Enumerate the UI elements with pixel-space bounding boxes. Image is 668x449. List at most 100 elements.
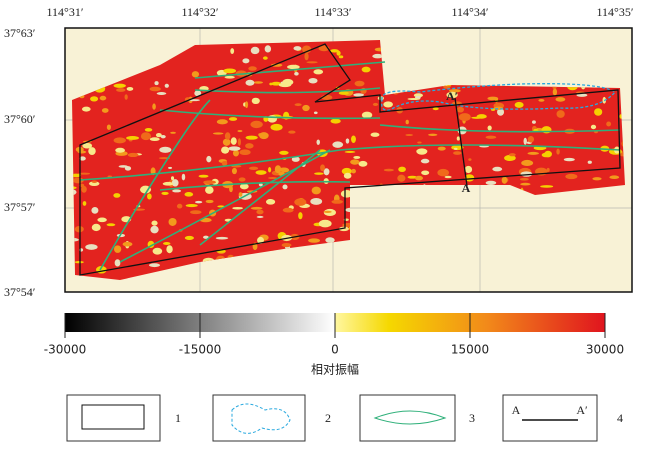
amplitude-patch xyxy=(270,124,282,131)
amplitude-patch xyxy=(232,207,243,209)
colorbar-tick-label: 30000 xyxy=(586,343,624,357)
amplitude-patch xyxy=(438,147,446,151)
amplitude-patch xyxy=(308,238,320,242)
amplitude-patch xyxy=(245,101,248,108)
amplitude-patch xyxy=(229,117,237,121)
amplitude-patch xyxy=(151,220,157,225)
amplitude-patch xyxy=(332,141,343,147)
amplitude-patch xyxy=(527,152,539,155)
amplitude-patch xyxy=(232,168,237,174)
amplitude-patch xyxy=(468,158,471,161)
amplitude-patch xyxy=(126,136,139,140)
amplitude-patch xyxy=(223,139,231,146)
amplitude-patch xyxy=(221,146,229,153)
amplitude-patch xyxy=(213,132,224,134)
amplitude-patch xyxy=(145,128,152,132)
amplitude-patch xyxy=(294,198,306,205)
amplitude-patch xyxy=(157,92,167,95)
amplitude-patch xyxy=(245,80,254,86)
amplitude-patch xyxy=(323,211,331,213)
amplitude-patch xyxy=(81,186,87,193)
figure: A′ A 相对振幅 A A′ 114°31′114°32′114°33′114°… xyxy=(0,0,668,444)
amplitude-patch xyxy=(114,137,126,143)
amplitude-patch xyxy=(346,138,350,143)
amplitude-patch xyxy=(319,220,332,228)
amplitude-patch xyxy=(384,169,394,172)
colorbar-tick-label: 0 xyxy=(331,343,339,357)
amplitude-patch xyxy=(509,153,516,156)
legend-number: 3 xyxy=(469,411,475,425)
amplitude-patch xyxy=(192,71,199,77)
amplitude-patch xyxy=(184,192,193,197)
page: {"map": { "lon_labels": ["114°31′", "114… xyxy=(0,0,668,449)
amplitude-patch xyxy=(125,94,128,99)
amplitude-patch xyxy=(471,117,483,119)
amplitude-patch xyxy=(279,83,292,87)
amplitude-patch xyxy=(149,263,160,267)
amplitude-patch xyxy=(406,120,409,125)
amplitude-patch xyxy=(314,172,324,175)
amplitude-patch xyxy=(161,192,168,195)
colorbar-tick-label: -15000 xyxy=(179,343,222,357)
legend-number: 2 xyxy=(325,411,331,425)
amplitude-patch xyxy=(171,176,174,180)
amplitude-patch xyxy=(239,177,246,181)
amplitude-patch xyxy=(92,224,101,231)
amplitude-patch xyxy=(371,132,380,136)
amplitude-patch xyxy=(245,143,253,148)
amplitude-patch xyxy=(336,51,340,56)
amplitude-patch xyxy=(344,173,352,179)
amplitude-patch xyxy=(515,102,524,108)
amplitude-patch xyxy=(306,61,317,63)
amplitude-patch xyxy=(114,245,121,253)
amplitude-patch xyxy=(150,137,160,141)
amplitude-patch xyxy=(398,167,406,172)
amplitude-patch xyxy=(331,200,343,204)
lon-label: 114°34′ xyxy=(452,5,489,19)
amplitude-patch xyxy=(223,68,236,73)
amplitude-patch xyxy=(313,69,323,74)
amplitude-patch xyxy=(100,96,107,101)
amplitude-patch xyxy=(492,167,502,172)
amplitude-patch xyxy=(177,204,182,209)
amplitude-patch xyxy=(609,175,619,179)
amplitude-patch xyxy=(556,110,564,118)
amplitude-patch xyxy=(239,192,243,197)
amplitude-patch xyxy=(362,67,371,73)
amplitude-patch xyxy=(295,103,302,106)
amplitude-patch xyxy=(75,226,84,232)
amplitude-patch xyxy=(163,182,174,186)
amplitude-patch xyxy=(186,204,198,207)
amplitude-patch xyxy=(279,151,288,155)
amplitude-patch xyxy=(269,83,272,86)
amplitude-patch xyxy=(239,149,250,155)
amplitude-patch xyxy=(520,178,529,181)
amplitude-patch xyxy=(555,97,565,102)
amplitude-patch xyxy=(238,138,241,146)
amplitude-patch xyxy=(147,193,152,199)
amplitude-patch xyxy=(488,126,492,131)
amplitude-patch xyxy=(350,159,359,164)
amplitude-patch xyxy=(520,183,531,186)
amplitude-patch xyxy=(141,132,151,140)
amplitude-patch xyxy=(150,87,161,91)
amplitude-patch xyxy=(331,119,341,124)
amplitude-patch xyxy=(408,98,421,100)
amplitude-patch xyxy=(521,160,533,166)
amplitude-patch xyxy=(415,176,423,181)
amplitude-patch xyxy=(591,125,596,129)
amplitude-patch xyxy=(304,53,308,61)
amplitude-patch xyxy=(237,130,242,132)
amplitude-patch xyxy=(457,136,460,140)
amplitude-patch xyxy=(298,212,302,219)
amplitude-patch xyxy=(445,176,452,178)
amplitude-patch xyxy=(528,136,534,143)
lat-label: 37°60′ xyxy=(4,112,36,126)
amplitude-patch xyxy=(588,161,592,164)
amplitude-patch xyxy=(453,151,462,155)
amplitude-patch xyxy=(255,170,266,175)
amplitude-patch xyxy=(532,120,536,123)
amplitude-patch xyxy=(128,153,139,157)
amplitude-patch xyxy=(169,218,177,226)
amplitude-patch xyxy=(353,156,360,159)
